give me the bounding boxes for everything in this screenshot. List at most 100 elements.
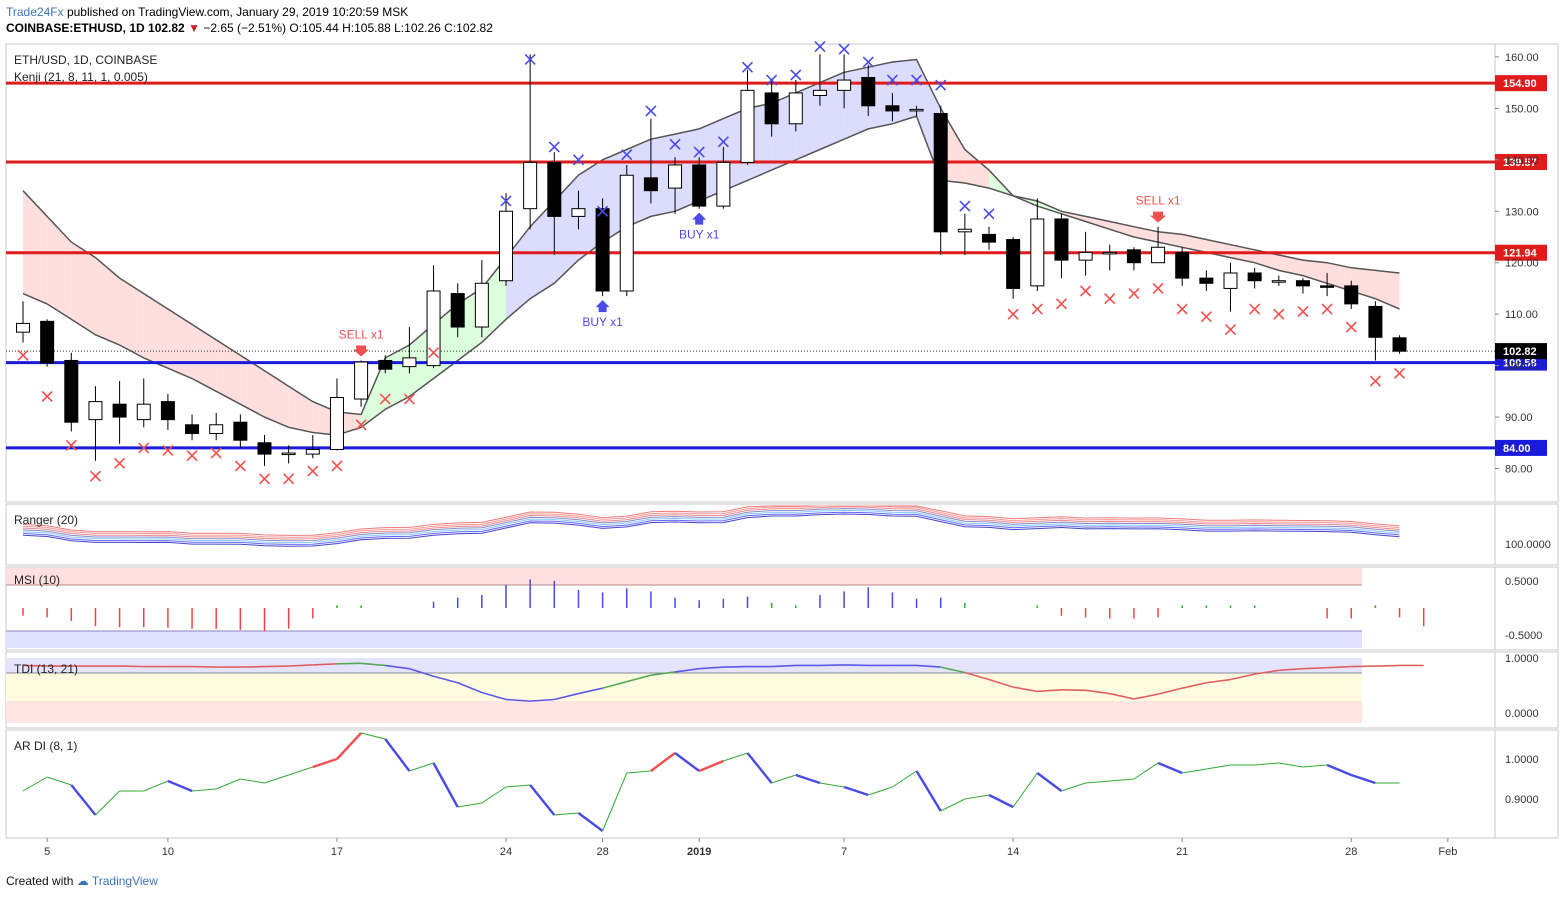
tdi-line-segment (119, 665, 144, 668)
candle[interactable] (1271, 275, 1286, 286)
ardi-line-segment (216, 778, 241, 790)
candle[interactable] (354, 360, 369, 407)
ardi-tick-label: 1.0000 (1505, 754, 1539, 766)
candle[interactable] (571, 190, 586, 230)
candle[interactable] (257, 435, 272, 466)
cross-above-marker (548, 141, 560, 153)
ardi-line-segment (432, 762, 459, 808)
cross-stroke (1200, 311, 1212, 323)
candle[interactable] (1078, 231, 1093, 276)
tradingview-logo-icon[interactable]: ☁ (76, 874, 89, 888)
brand-name[interactable]: Trade24Fx (6, 5, 64, 19)
candle[interactable] (1126, 247, 1141, 271)
candle-body (1054, 218, 1069, 261)
candle-body (112, 403, 127, 418)
candle[interactable] (112, 381, 127, 444)
cross-stroke (331, 460, 343, 472)
candle[interactable] (305, 435, 320, 459)
candle-body (1030, 218, 1045, 287)
candle[interactable] (378, 355, 393, 374)
cross-above-marker (524, 53, 536, 66)
tradingview-link[interactable]: TradingView (91, 874, 158, 888)
candle[interactable] (450, 283, 465, 338)
candle[interactable] (1199, 270, 1214, 291)
cross-below-marker (1055, 298, 1068, 310)
cross-above-marker (886, 74, 898, 86)
msi-lower-zone (6, 631, 1362, 648)
candle[interactable] (643, 118, 658, 204)
candle[interactable] (426, 265, 441, 369)
candle[interactable] (909, 105, 924, 117)
candle-body (1078, 251, 1093, 261)
candle[interactable] (88, 386, 103, 461)
candle[interactable] (740, 69, 755, 165)
candle[interactable] (1054, 213, 1069, 279)
candle[interactable] (499, 193, 513, 286)
candle[interactable] (209, 412, 224, 441)
candle[interactable] (619, 164, 634, 297)
candle[interactable] (523, 54, 538, 230)
candle[interactable] (595, 198, 610, 297)
candle[interactable] (16, 301, 30, 343)
candle[interactable] (1247, 267, 1262, 289)
cross-above-marker (959, 200, 971, 212)
candle[interactable] (402, 327, 417, 374)
candle[interactable] (474, 260, 489, 338)
candle[interactable] (1006, 236, 1021, 299)
ardi-line-segment (698, 759, 724, 773)
candle[interactable] (1368, 301, 1383, 361)
candle[interactable] (1320, 272, 1335, 297)
candle[interactable] (1295, 278, 1310, 294)
candle[interactable] (957, 213, 972, 255)
candle[interactable] (1102, 244, 1117, 271)
candle[interactable] (160, 393, 175, 430)
ranger-panel[interactable] (5, 503, 1559, 566)
ardi-panel[interactable] (5, 729, 1559, 839)
candle[interactable] (716, 146, 731, 209)
band-fill-segment (1254, 249, 1279, 271)
band-fill-segment (1375, 270, 1400, 310)
candle[interactable] (837, 54, 852, 109)
tdi-line-segment (1013, 686, 1038, 693)
candle[interactable] (982, 226, 996, 250)
candle[interactable] (136, 378, 151, 428)
tdi-line-segment (819, 664, 845, 667)
ardi-title: AR DI (8, 1) (14, 739, 77, 753)
candle-body (1271, 280, 1286, 283)
candle[interactable] (547, 152, 562, 255)
chart-title: ETH/USD, 1D, COINBASE (14, 53, 157, 67)
candle[interactable] (885, 92, 900, 122)
candle[interactable] (668, 157, 683, 214)
candle-body (233, 421, 248, 441)
ardi-line-segment (1206, 764, 1231, 770)
candle-body (209, 424, 224, 435)
candle[interactable] (233, 414, 248, 448)
time-tick-label: 14 (1007, 846, 1019, 858)
candle[interactable] (281, 445, 296, 464)
candle[interactable] (64, 352, 79, 432)
candle[interactable] (1392, 335, 1407, 354)
candle[interactable] (1223, 262, 1238, 312)
ardi-line-segment (626, 770, 651, 774)
candle[interactable] (1030, 198, 1045, 291)
msi-tick-label: 0.5000 (1505, 576, 1539, 588)
candle[interactable] (1151, 226, 1166, 264)
candle[interactable] (40, 319, 55, 367)
tdi-line-segment (554, 692, 579, 701)
candle[interactable] (933, 105, 948, 255)
candle-body (426, 290, 441, 367)
candle[interactable] (185, 414, 200, 441)
candle[interactable] (1175, 247, 1190, 286)
cross-below-marker (1321, 303, 1333, 315)
buy-signal-label: BUY x1 (582, 315, 623, 329)
candle[interactable] (1344, 280, 1359, 310)
candle[interactable] (788, 80, 803, 132)
candle[interactable] (329, 378, 344, 451)
cross-stroke (741, 61, 754, 73)
candle[interactable] (764, 80, 779, 137)
candle-body (1006, 239, 1021, 289)
candle[interactable] (692, 157, 707, 209)
candle[interactable] (861, 64, 876, 117)
candle[interactable] (812, 54, 827, 106)
